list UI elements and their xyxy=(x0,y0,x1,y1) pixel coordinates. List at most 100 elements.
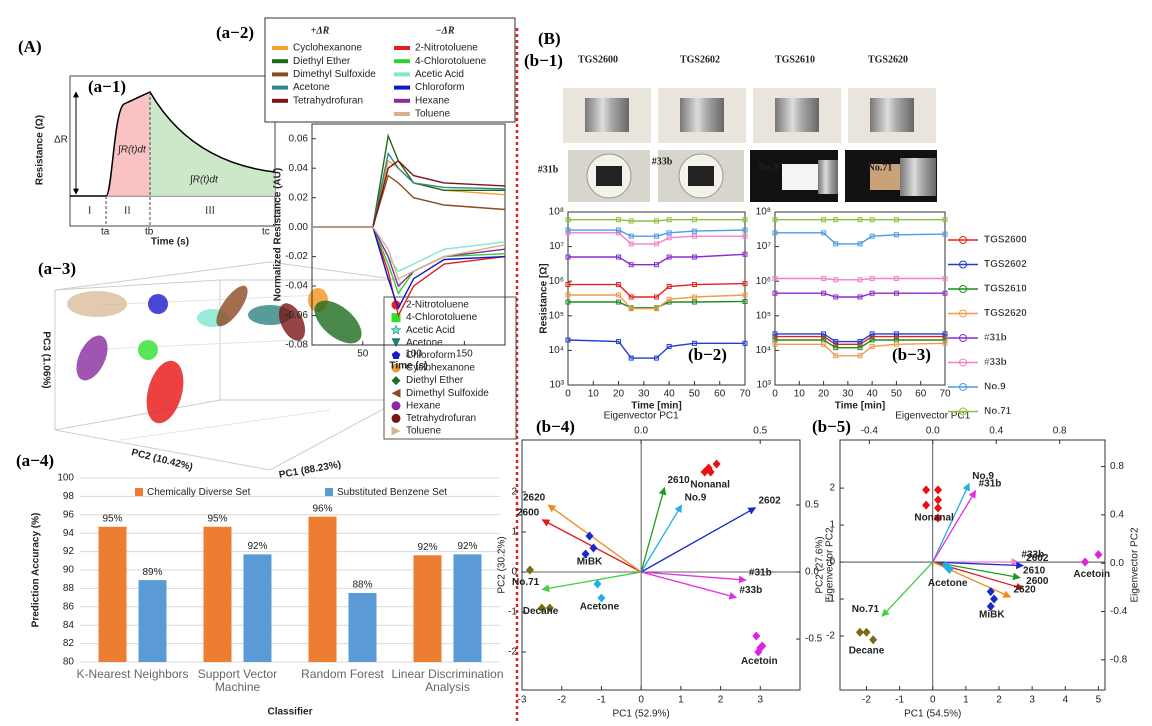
group-label: Nonanal xyxy=(914,512,954,523)
point xyxy=(691,294,697,300)
bar xyxy=(413,555,442,662)
region: II xyxy=(124,205,131,216)
cluster xyxy=(67,291,127,317)
legend-marker xyxy=(391,313,401,323)
point xyxy=(666,217,672,223)
legend-marker xyxy=(391,363,401,373)
point xyxy=(893,232,899,238)
loading-label: 2602 xyxy=(758,495,781,506)
panel-label: (a−2) xyxy=(216,23,254,42)
point xyxy=(654,294,659,300)
legend-marker xyxy=(391,350,401,360)
x-tick-label: 50 xyxy=(357,349,369,360)
point xyxy=(857,353,863,359)
legend-swatch xyxy=(325,488,333,496)
y-tick-label: 10⁷ xyxy=(756,241,771,252)
y-tick-label: 10⁶ xyxy=(756,276,771,287)
value-label: 89% xyxy=(142,567,162,578)
x-tick-label: 70 xyxy=(939,389,951,400)
point xyxy=(616,227,622,233)
legend-title: −ΔR xyxy=(436,25,455,36)
loading-label: 2610 xyxy=(667,475,690,486)
sensor xyxy=(782,164,818,190)
y-tick-label: 82 xyxy=(63,638,75,649)
legend-label: Chemically Diverse Set xyxy=(147,487,251,498)
bar xyxy=(308,516,337,662)
tick-label: -0.4 xyxy=(1110,606,1128,617)
x-tick-label: 60 xyxy=(915,389,927,400)
x-tick-label: 0 xyxy=(772,389,778,400)
point xyxy=(616,292,622,298)
loading-arrow xyxy=(881,561,934,617)
point xyxy=(628,306,634,312)
point xyxy=(821,331,827,337)
series-line xyxy=(568,253,746,266)
point xyxy=(691,340,697,346)
legend-label: Chloroform xyxy=(415,82,464,93)
group-label: Acetoin xyxy=(741,656,778,667)
plot-frame xyxy=(311,123,506,346)
point xyxy=(821,230,827,236)
y-tick-label: -0.08 xyxy=(285,340,308,351)
point xyxy=(833,345,839,351)
fill-rise xyxy=(106,92,150,196)
bar xyxy=(453,554,482,662)
point xyxy=(986,587,995,597)
tick-label: 4 xyxy=(1062,695,1068,706)
x-axis-label: Time [min] xyxy=(631,401,681,412)
point xyxy=(742,298,748,304)
axis-label: PC3 (1.06%) xyxy=(40,331,51,388)
loading-label: 2600 xyxy=(517,507,540,518)
point xyxy=(857,217,863,223)
point xyxy=(712,459,721,469)
point xyxy=(691,254,697,260)
tick-label: 0 xyxy=(930,695,936,706)
point xyxy=(654,241,659,247)
cluster xyxy=(314,300,362,344)
y-axis-label: Prediction Accuracy (%) xyxy=(31,513,42,628)
y-tick-label: 94 xyxy=(63,528,75,539)
point xyxy=(742,251,748,257)
legend-label: TGS2600 xyxy=(984,235,1027,246)
sensor-label: No.71 xyxy=(868,162,893,173)
point xyxy=(565,282,571,288)
sensor-label: TGS2600 xyxy=(578,54,618,65)
tick-label: -1 xyxy=(597,695,606,706)
group-label: MiBK xyxy=(577,557,603,568)
tick-label: 0.0 xyxy=(805,567,819,578)
tick-label: -1 xyxy=(895,695,904,706)
y-tick-label: 10⁵ xyxy=(756,310,771,321)
y-axis-label: PC2 (27.6%) xyxy=(815,536,826,593)
point xyxy=(666,296,672,302)
y-tick-label: 10³ xyxy=(757,380,772,391)
point xyxy=(589,543,598,553)
axis-label: PC2 (10.42%) xyxy=(130,447,194,473)
legend-label: Acetone xyxy=(406,337,443,348)
legend-label: Dimethyl Sulfoxide xyxy=(406,388,489,399)
loading-label: No.9 xyxy=(685,493,707,504)
series-line xyxy=(775,232,946,245)
series-line xyxy=(567,339,745,359)
x-tick-label: 20 xyxy=(613,389,625,400)
sensor xyxy=(585,98,629,132)
series-line xyxy=(312,159,506,228)
point xyxy=(666,343,672,349)
point xyxy=(742,233,748,239)
group-label: Acetoin xyxy=(1073,569,1110,580)
legend-label: 4-Chlorotoluene xyxy=(406,312,478,323)
x-tick-label: 50 xyxy=(689,389,701,400)
tick-label: -0.4 xyxy=(861,426,879,437)
y-tick-label: 0.04 xyxy=(289,163,309,174)
point xyxy=(742,227,748,233)
legend-marker xyxy=(959,407,967,416)
point xyxy=(934,495,943,505)
clusters xyxy=(67,285,362,424)
y-tick-label: -0.06 xyxy=(285,310,308,321)
legend-label: TGS2610 xyxy=(984,284,1027,295)
plot-frame xyxy=(839,439,1106,691)
x-axis-label: PC1 (52.9%) xyxy=(613,709,670,720)
x-tick-label: Linear Discrimination Analysis xyxy=(391,667,504,694)
point xyxy=(565,217,571,223)
series-line xyxy=(312,174,506,228)
point xyxy=(857,294,863,300)
